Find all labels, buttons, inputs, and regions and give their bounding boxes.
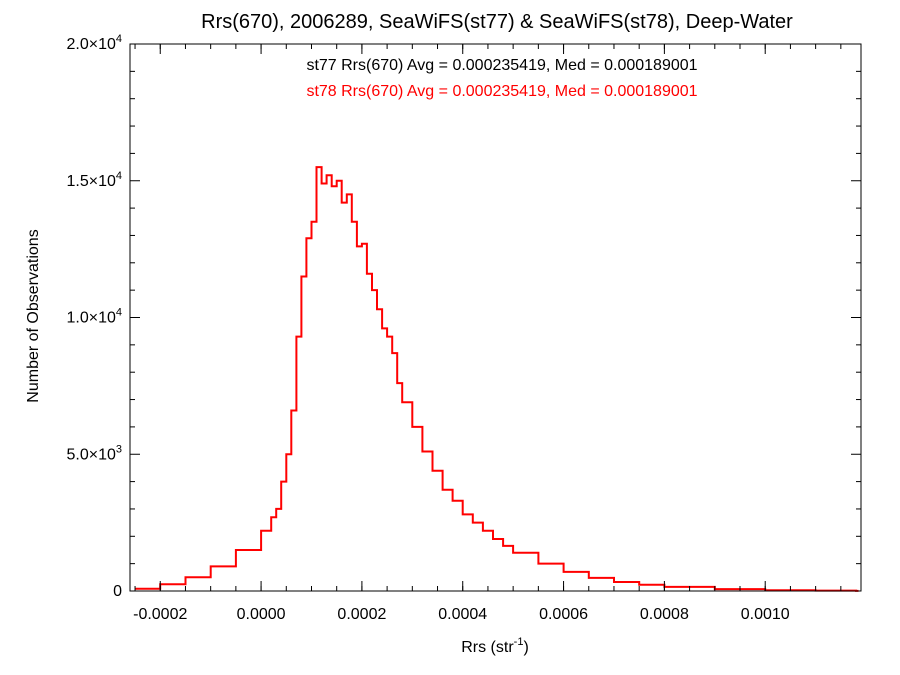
- y-tick-label: 0: [113, 583, 122, 600]
- y-tick-label: 1.0×104: [66, 307, 122, 327]
- y-tick-exponent: 4: [116, 170, 122, 182]
- y-tick-mantissa: 1.5×10: [66, 173, 115, 190]
- y-tick-label: 2.0×104: [66, 33, 122, 53]
- annotation-st78: st78 Rrs(670) Avg = 0.000235419, Med = 0…: [306, 83, 697, 100]
- x-tick-label: -0.0002: [133, 606, 187, 623]
- chart-title: Rrs(670), 2006289, SeaWiFS(st77) & SeaWi…: [201, 11, 793, 33]
- annotation-st77: st77 Rrs(670) Avg = 0.000235419, Med = 0…: [306, 57, 697, 74]
- y-tick-mantissa: 5.0×10: [66, 446, 115, 463]
- x-axis-label-main: Rrs (str: [461, 639, 514, 656]
- y-tick-mantissa: 1.0×10: [66, 310, 115, 327]
- series-line-0: [135, 166, 859, 592]
- y-tick-mantissa: 2.0×10: [66, 36, 115, 53]
- plot-frame: [129, 43, 862, 592]
- x-tick-label: 0.0006: [539, 606, 588, 623]
- x-axis-label-end: ): [523, 639, 528, 656]
- x-tick-label: 0.0002: [337, 606, 386, 623]
- y-tick-exponent: 3: [116, 443, 122, 455]
- x-tick-label: 0.0000: [237, 606, 286, 623]
- x-axis-label: Rrs (str-1): [461, 636, 529, 656]
- y-tick-label: 1.5×104: [66, 170, 122, 190]
- plot-area: [135, 166, 859, 592]
- axes: -0.0002 0.0000 0.0002 0.0004 0.0006 0.0008 0.0…: [66, 33, 861, 623]
- x-axis-label-sup: -1: [514, 636, 524, 648]
- y-tick-mantissa: 0: [113, 583, 122, 600]
- x-tick-label: 0.0008: [640, 606, 689, 623]
- y-tick-exponent: 4: [116, 33, 122, 45]
- x-tick-label: 0.0004: [438, 606, 487, 623]
- x-tick-label: 0.0010: [741, 606, 790, 623]
- y-tick-label: 5.0×103: [66, 443, 122, 463]
- y-axis-label: Number of Observations: [25, 229, 42, 402]
- y-tick-exponent: 4: [116, 307, 122, 319]
